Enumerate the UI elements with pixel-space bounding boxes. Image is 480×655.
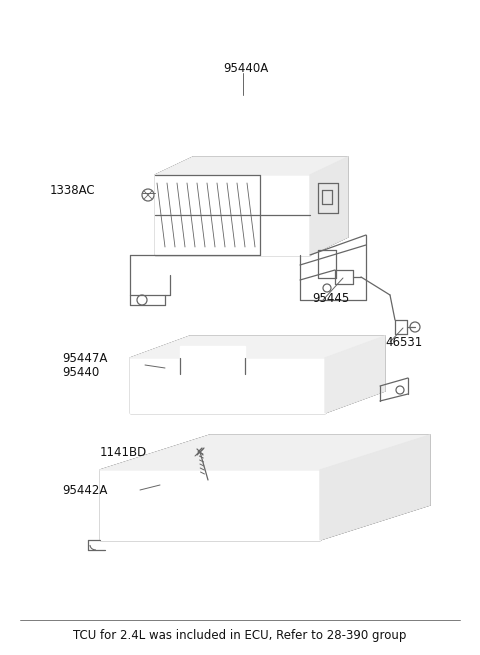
Polygon shape [155,157,348,175]
Polygon shape [130,358,325,413]
Polygon shape [100,435,430,470]
Text: 95447A: 95447A [62,352,108,364]
Text: 95445: 95445 [312,291,349,305]
Text: 95442A: 95442A [62,483,108,496]
Polygon shape [320,435,430,540]
Text: 1338AC: 1338AC [50,183,96,196]
Text: 95440: 95440 [62,367,99,379]
Polygon shape [155,175,310,255]
Text: TCU for 2.4L was included in ECU, Refer to 28-390 group: TCU for 2.4L was included in ECU, Refer … [73,629,407,641]
Circle shape [220,445,230,455]
Text: 1141BD: 1141BD [100,447,147,460]
Polygon shape [100,470,320,540]
Polygon shape [325,336,385,413]
Circle shape [410,445,420,455]
Polygon shape [180,354,245,374]
Text: 95440A: 95440A [223,62,268,75]
Circle shape [142,189,154,201]
Text: 46531: 46531 [385,335,422,348]
Polygon shape [180,346,245,354]
Polygon shape [130,336,385,358]
Circle shape [355,463,365,473]
Polygon shape [310,157,348,255]
